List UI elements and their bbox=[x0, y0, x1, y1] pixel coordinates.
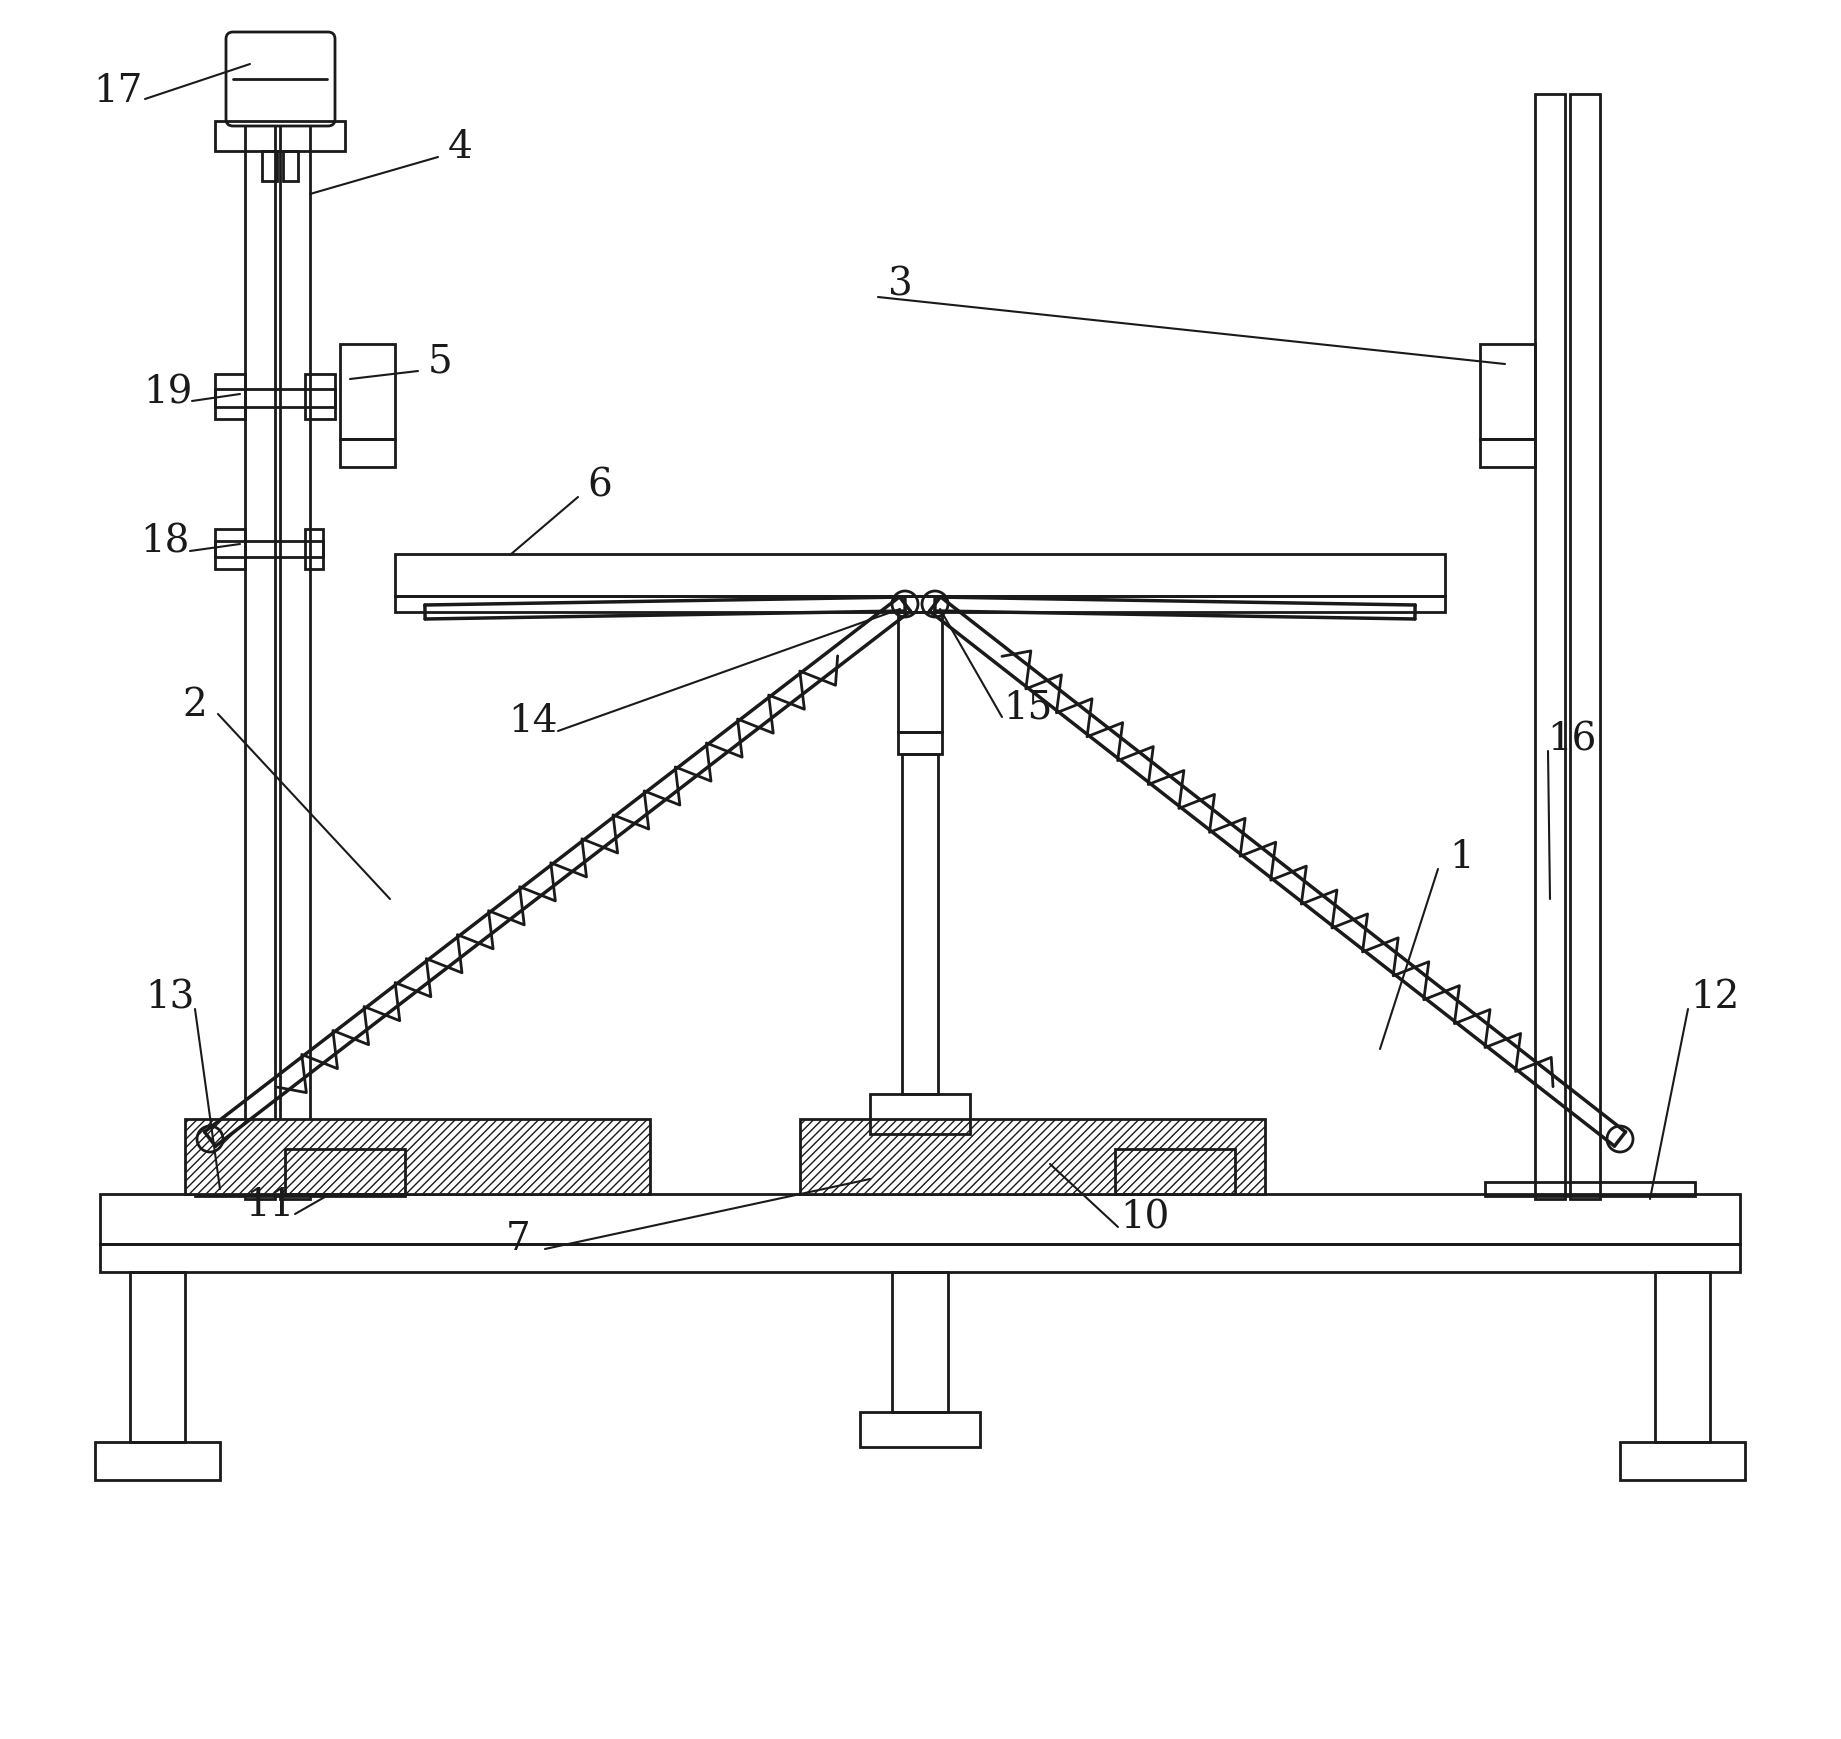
Bar bbox=[280, 96, 309, 1200]
Bar bbox=[1620, 1442, 1745, 1480]
Bar bbox=[801, 1120, 1265, 1195]
Bar bbox=[306, 530, 322, 570]
Bar bbox=[1480, 344, 1535, 440]
Bar bbox=[215, 541, 322, 558]
Bar bbox=[284, 151, 298, 183]
Bar bbox=[184, 1120, 650, 1195]
Text: 12: 12 bbox=[1690, 979, 1740, 1016]
Text: 4: 4 bbox=[447, 129, 473, 167]
Text: 6: 6 bbox=[587, 468, 613, 504]
Bar bbox=[195, 1183, 405, 1196]
Text: 1: 1 bbox=[1449, 838, 1475, 876]
Bar bbox=[285, 1149, 405, 1195]
Bar bbox=[1570, 96, 1600, 1200]
Bar bbox=[1655, 1273, 1710, 1442]
Bar bbox=[341, 344, 396, 440]
Bar bbox=[871, 1094, 970, 1134]
Text: 19: 19 bbox=[144, 374, 193, 410]
Text: 15: 15 bbox=[1003, 689, 1053, 727]
Bar bbox=[1480, 440, 1535, 468]
Text: 13: 13 bbox=[145, 979, 195, 1016]
Text: 2: 2 bbox=[182, 687, 208, 723]
Bar bbox=[306, 376, 335, 419]
Text: 3: 3 bbox=[887, 266, 913, 303]
Text: 10: 10 bbox=[1121, 1198, 1169, 1236]
Text: 7: 7 bbox=[506, 1221, 530, 1257]
Bar bbox=[396, 596, 1445, 612]
Bar bbox=[893, 1273, 948, 1412]
Bar bbox=[215, 376, 245, 419]
Bar bbox=[215, 122, 344, 151]
Text: 11: 11 bbox=[245, 1186, 295, 1223]
Bar bbox=[898, 612, 943, 732]
Bar bbox=[215, 390, 335, 407]
Bar bbox=[99, 1195, 1740, 1245]
Bar bbox=[215, 530, 245, 570]
Bar bbox=[898, 732, 943, 755]
Bar bbox=[396, 555, 1445, 596]
Bar bbox=[1535, 96, 1565, 1200]
Text: 14: 14 bbox=[508, 703, 558, 741]
Bar bbox=[860, 1412, 979, 1447]
FancyBboxPatch shape bbox=[226, 33, 335, 127]
Text: 5: 5 bbox=[427, 343, 453, 381]
Bar bbox=[99, 1245, 1740, 1273]
Bar bbox=[341, 440, 396, 468]
Text: 18: 18 bbox=[140, 523, 190, 560]
Bar bbox=[1116, 1149, 1235, 1195]
Bar bbox=[245, 96, 274, 1200]
Bar bbox=[131, 1273, 184, 1442]
Text: 16: 16 bbox=[1546, 722, 1596, 758]
Bar bbox=[1486, 1183, 1696, 1196]
Bar bbox=[261, 151, 276, 183]
Bar bbox=[902, 755, 939, 1094]
Bar bbox=[96, 1442, 221, 1480]
Text: 17: 17 bbox=[94, 73, 144, 111]
